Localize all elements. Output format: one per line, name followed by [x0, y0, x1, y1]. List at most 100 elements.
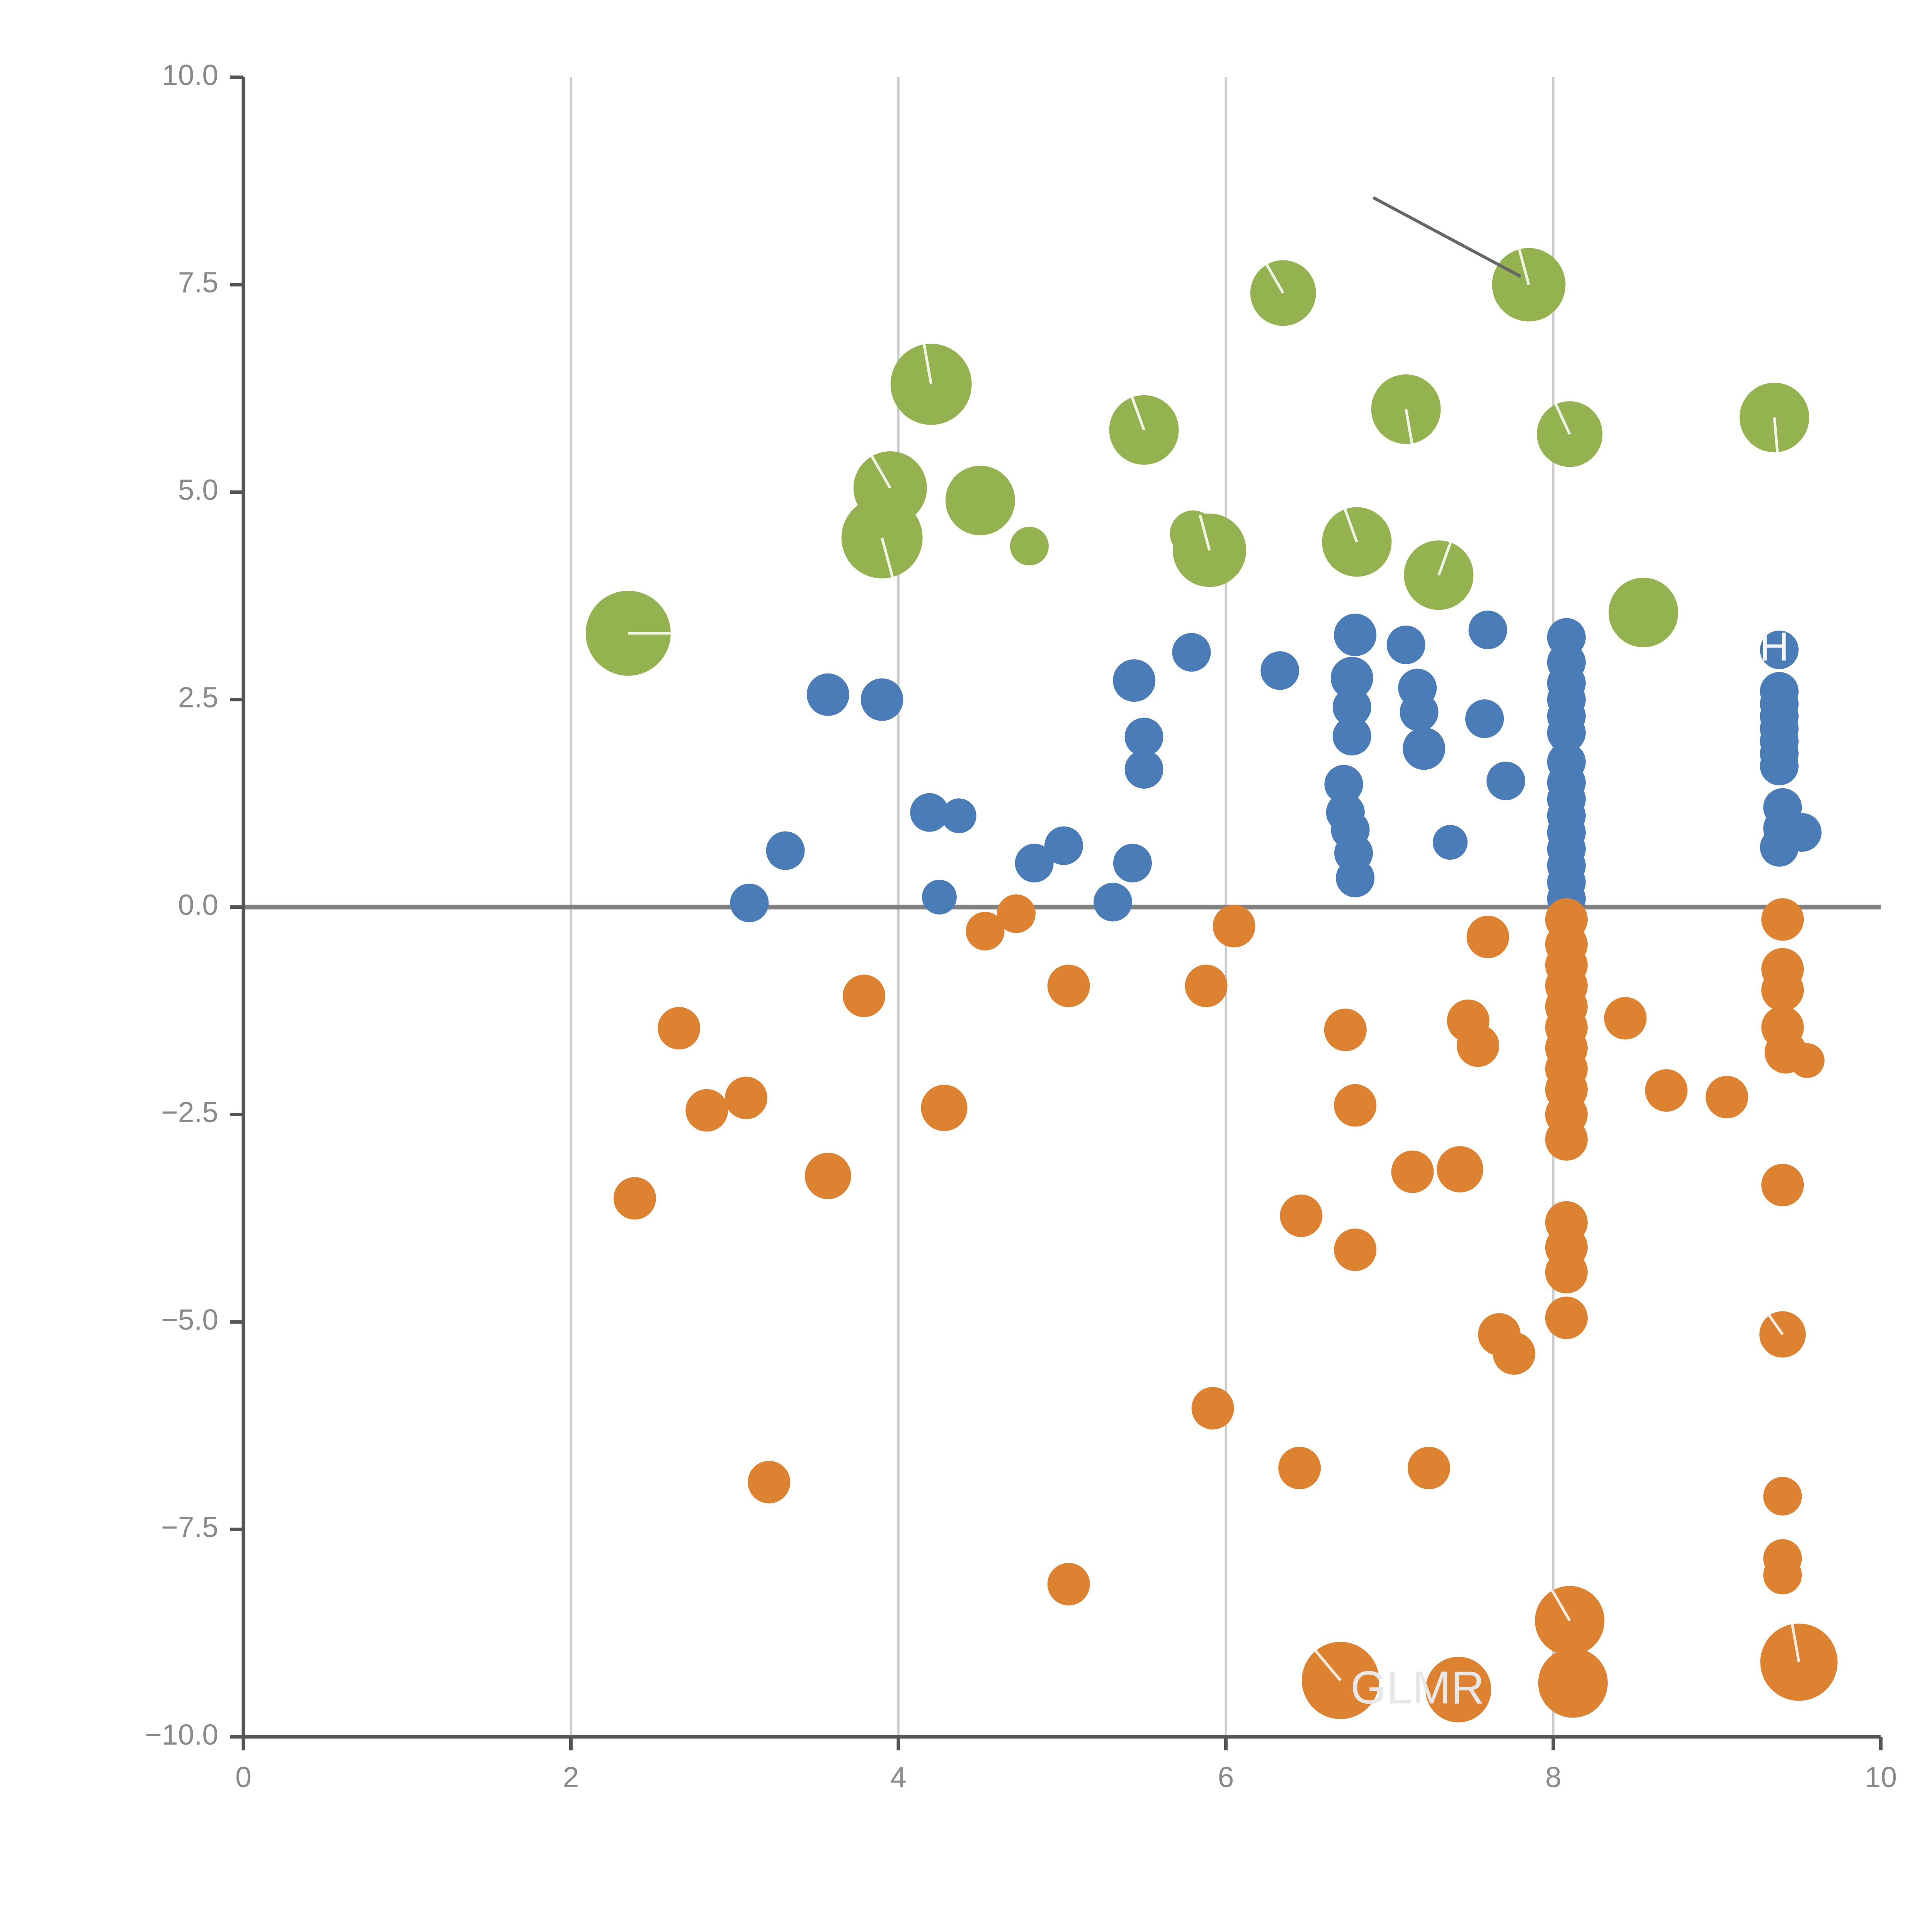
data-point-blue-group — [1486, 762, 1526, 801]
data-point-blue-group — [1386, 625, 1425, 664]
data-point-orange-group — [1213, 905, 1255, 947]
data-point-orange-group — [1789, 1043, 1825, 1078]
y-tick-label: 7.5 — [178, 266, 218, 299]
data-point-blue-group — [1113, 659, 1156, 702]
y-tick-label: 5.0 — [178, 474, 218, 506]
data-point-green-group — [1609, 578, 1679, 648]
y-tick-label: −5.0 — [161, 1303, 218, 1336]
data-point-orange-group — [613, 1177, 656, 1220]
data-point-blue-group — [1465, 699, 1504, 738]
data-point-green-group — [945, 466, 1015, 536]
data-point-orange-group — [1761, 1163, 1804, 1206]
data-point-blue-group — [1468, 611, 1507, 650]
data-point-orange-group — [1185, 964, 1228, 1007]
data-point-blue-group — [1760, 630, 1799, 669]
data-point-blue-group — [1260, 651, 1299, 690]
marker-slice-line — [1315, 1650, 1342, 1682]
data-point-orange-group — [1324, 1009, 1367, 1051]
x-tick-label: 0 — [235, 1761, 252, 1793]
data-point-orange-group — [1425, 1656, 1492, 1723]
data-point-orange-group — [748, 1461, 791, 1503]
data-point-orange-group — [1280, 1194, 1323, 1237]
x-tick-label: 2 — [563, 1761, 579, 1793]
data-point-orange-group — [1493, 1332, 1536, 1375]
data-point-orange-group — [1334, 1228, 1377, 1271]
data-point-orange-group — [1047, 964, 1090, 1007]
marker-slice-line — [1131, 396, 1145, 430]
data-point-blue-group — [1172, 633, 1211, 672]
marker-slice-line — [1551, 1590, 1571, 1622]
data-point-orange-group — [1645, 1069, 1688, 1112]
data-point-blue-group — [1433, 825, 1468, 860]
y-tick-label: −10.0 — [145, 1718, 218, 1751]
data-point-blue-group — [1324, 765, 1363, 804]
data-point-orange-group — [1545, 1251, 1588, 1294]
marker-slice-line — [1437, 542, 1452, 576]
marker-slice-line — [1791, 1624, 1801, 1663]
data-point-blue-group — [922, 879, 957, 915]
data-point-green-group — [1537, 401, 1603, 467]
data-point-blue-group — [1334, 614, 1377, 656]
data-point-blue-group — [1124, 750, 1163, 789]
data-point-orange-group — [1545, 1118, 1588, 1161]
data-point-orange-group — [1302, 1641, 1379, 1719]
data-point-orange-group — [1538, 1648, 1608, 1718]
marker-slice-line — [1265, 264, 1284, 294]
data-point-orange-group — [1604, 997, 1647, 1040]
data-point-blue-group — [910, 793, 949, 832]
data-point-blue-group — [1403, 727, 1446, 770]
data-point-orange-group — [1706, 1076, 1748, 1119]
y-tick-label: −2.5 — [161, 1096, 218, 1128]
annotation-line — [1372, 196, 1522, 278]
x-tick-label: 6 — [1218, 1761, 1234, 1793]
data-point-blue-group — [1330, 656, 1373, 699]
data-point-orange-group — [804, 1153, 851, 1199]
x-tick-label: 8 — [1545, 1761, 1561, 1793]
data-point-orange-group — [1437, 1146, 1483, 1193]
marker-slice-line — [1405, 409, 1413, 444]
marker-slice-line — [1773, 417, 1779, 452]
data-point-blue-group — [1336, 859, 1375, 898]
data-point-orange-group — [966, 912, 1005, 951]
data-point-blue-group — [1783, 813, 1822, 852]
data-point-orange-group — [724, 1077, 767, 1119]
data-point-orange-group — [658, 1007, 701, 1050]
y-tick-label: 10.0 — [162, 59, 218, 91]
y-tick-label: 0.0 — [178, 888, 218, 921]
data-point-orange-group — [921, 1085, 968, 1131]
data-point-blue-group — [1113, 844, 1152, 883]
data-point-blue-group — [1015, 844, 1054, 883]
marker-slice-line — [1199, 514, 1211, 551]
marker-slice-line — [1554, 403, 1571, 435]
data-point-blue-group — [1760, 747, 1799, 786]
marker-slice-line — [1768, 1315, 1784, 1335]
data-point-orange-group — [1191, 1387, 1234, 1430]
data-point-orange-group — [1761, 898, 1804, 941]
data-point-orange-group — [1545, 1296, 1588, 1339]
y-tick-label: −7.5 — [161, 1511, 218, 1543]
data-point-blue-group — [1547, 713, 1586, 752]
data-point-orange-group — [1466, 915, 1509, 958]
data-point-blue-group — [766, 831, 805, 870]
data-point-blue-group — [861, 678, 903, 721]
marker-slice-line — [1344, 509, 1358, 543]
data-point-blue-group — [806, 673, 849, 716]
data-point-blue-group — [1332, 687, 1371, 726]
data-point-orange-group — [1047, 1563, 1090, 1605]
data-point-orange-group — [1763, 1477, 1802, 1516]
data-point-green-group — [1010, 527, 1049, 566]
data-point-orange-group — [1334, 1084, 1377, 1127]
data-point-blue-group — [1124, 718, 1163, 757]
data-point-blue-group — [1400, 692, 1439, 731]
data-point-blue-group — [1094, 883, 1133, 922]
point-label: H — [1760, 624, 1789, 670]
y-tick-label: 2.5 — [178, 681, 218, 713]
data-point-blue-group — [730, 883, 769, 922]
marker-slice-line — [923, 344, 933, 385]
data-point-orange-group — [1278, 1447, 1321, 1490]
marker-slice-line — [1518, 249, 1530, 285]
data-point-orange-group — [997, 894, 1036, 933]
x-tick-label: 10 — [1865, 1761, 1897, 1793]
